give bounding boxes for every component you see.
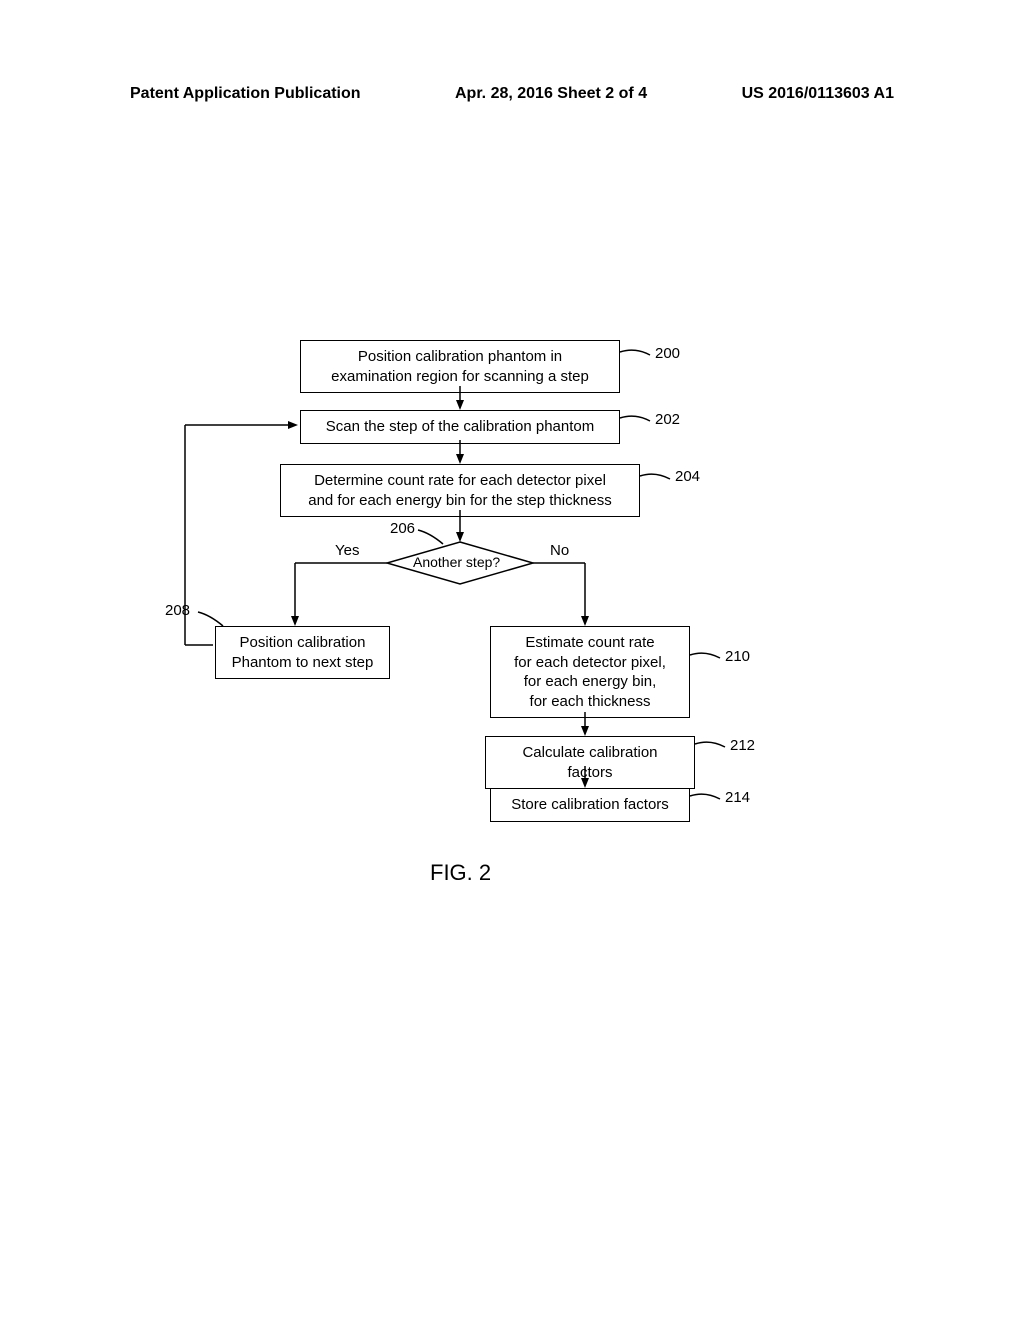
box-204-text: Determine count rate for each detector p… (308, 472, 612, 509)
ref-line-202 (620, 418, 660, 438)
header-center: Apr. 28, 2016 Sheet 2 of 4 (455, 85, 647, 103)
arrow-212-214 (580, 766, 590, 788)
ref-212: 212 (730, 737, 755, 754)
arrow-no (530, 558, 630, 628)
arrow-200-202 (455, 386, 465, 410)
ref-line-204 (640, 476, 680, 496)
ref-line-212 (695, 744, 735, 764)
arrow-210-212 (580, 712, 590, 736)
diamond-206-text: Another step? (413, 554, 500, 570)
arrow-204-206 (455, 510, 465, 542)
figure-label: FIG. 2 (430, 860, 491, 886)
ref-206: 206 (390, 520, 415, 537)
box-208: Position calibration Phantom to next ste… (215, 626, 390, 679)
arrow-yes (290, 558, 390, 628)
box-214-text: Store calibration factors (511, 796, 669, 813)
ref-204: 204 (675, 468, 700, 485)
box-212: Calculate calibration factors (485, 736, 695, 789)
header-right: US 2016/0113603 A1 (742, 85, 894, 103)
box-214: Store calibration factors (490, 788, 690, 822)
box-200-text: Position calibration phantom in examinat… (331, 348, 589, 385)
label-yes: Yes (335, 542, 359, 559)
box-208-text: Position calibration Phantom to next ste… (232, 634, 374, 671)
ref-200: 200 (655, 345, 680, 362)
box-210: Estimate count rate for each detector pi… (490, 626, 690, 718)
ref-line-214 (690, 796, 730, 816)
box-202: Scan the step of the calibration phantom (300, 410, 620, 444)
ref-214: 214 (725, 789, 750, 806)
ref-line-200 (620, 352, 660, 372)
arrow-loop (180, 420, 220, 650)
ref-210: 210 (725, 648, 750, 665)
arrow-202-204 (455, 440, 465, 464)
ref-line-210 (690, 655, 730, 675)
ref-202: 202 (655, 411, 680, 428)
box-202-text: Scan the step of the calibration phantom (326, 418, 595, 435)
label-no: No (550, 542, 569, 559)
header-left: Patent Application Publication (130, 85, 361, 103)
box-210-text: Estimate count rate for each detector pi… (514, 634, 666, 710)
page-header: Patent Application Publication Apr. 28, … (0, 85, 1024, 103)
